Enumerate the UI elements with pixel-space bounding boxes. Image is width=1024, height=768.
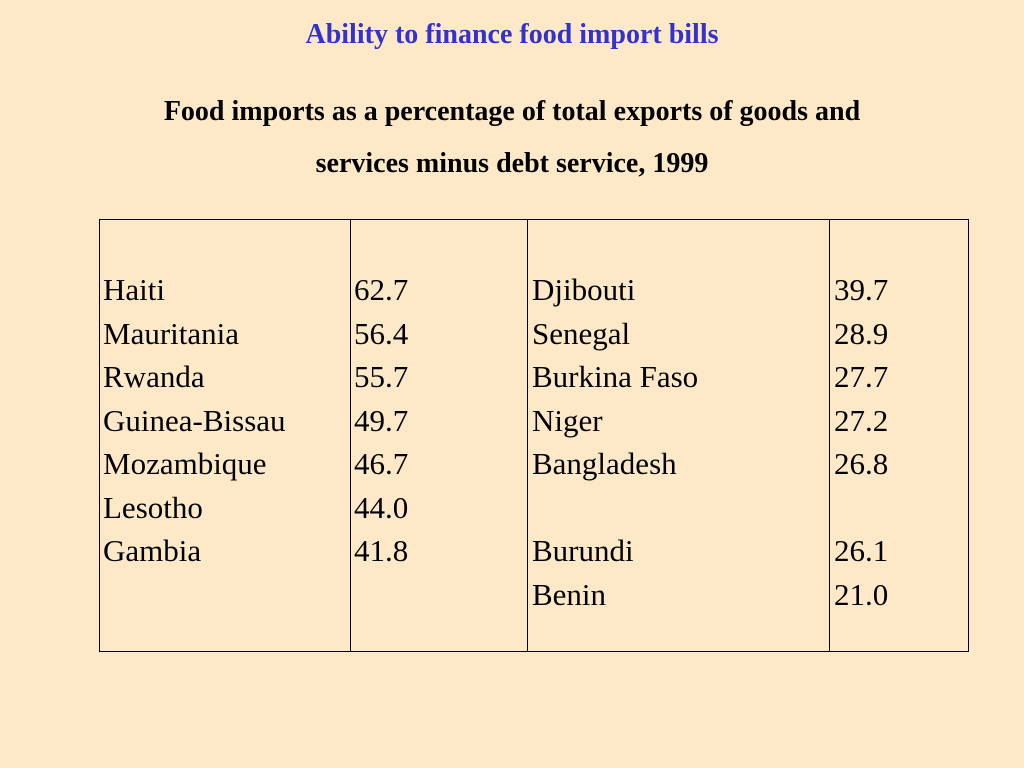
table-cell: 62.7	[354, 272, 409, 307]
table-cell	[834, 486, 888, 530]
table-cell: Mauritania	[103, 315, 240, 351]
table-cell: 49.7	[354, 402, 409, 438]
table-cell: 39.7	[834, 272, 889, 307]
data-table: Haiti Mauritania Rwanda Guinea-Bissau Mo…	[99, 219, 969, 652]
table-cell: Niger	[532, 402, 603, 438]
table-cell: Senegal	[532, 315, 631, 351]
table-cell: 55.7	[354, 359, 409, 394]
table-cell: Bangladesh	[532, 446, 677, 481]
right-value-column: 39.7 28.9 27.7 27.2 26.8 26.1 21.0	[834, 268, 888, 616]
left-country-column: Haiti Mauritania Rwanda Guinea-Bissau Mo…	[103, 268, 286, 616]
table-cell: 27.7	[834, 359, 889, 394]
subtitle-line-1: Food imports as a percentage of total ex…	[163, 96, 861, 127]
slide-title: Ability to finance food import bills	[305, 19, 719, 50]
table-cell: 44.0	[354, 489, 409, 525]
column-divider	[527, 220, 528, 651]
table-cell: Mozambique	[103, 446, 267, 481]
column-divider	[829, 220, 830, 651]
table-cell: 46.7	[354, 446, 409, 481]
table-cell: 26.8	[834, 446, 889, 481]
table-cell: Benin	[532, 576, 607, 612]
table-cell: Burundi	[532, 533, 634, 568]
table-cell	[103, 573, 286, 617]
table-cell: Lesotho	[103, 489, 203, 525]
table-cell: Guinea-Bissau	[103, 402, 286, 438]
table-cell: 21.0	[834, 576, 889, 612]
table-cell: Djibouti	[532, 272, 636, 307]
table-cell: 28.9	[834, 315, 889, 351]
table-cell: 27.2	[834, 402, 889, 438]
left-value-column: 62.7 56.4 55.7 49.7 46.7 44.0 41.8	[354, 268, 408, 616]
table-cell: Haiti	[103, 272, 165, 307]
table-cell: 41.8	[354, 533, 409, 568]
subtitle-line-2: services minus debt service, 1999	[315, 148, 709, 179]
table-cell: 26.1	[834, 533, 889, 568]
right-country-column: Djibouti Senegal Burkina Faso Niger Bang…	[532, 268, 698, 616]
column-divider	[350, 220, 351, 651]
slide-subtitle: Food imports as a percentage of total ex…	[60, 86, 964, 190]
table-cell	[354, 573, 408, 617]
table-cell: Gambia	[103, 533, 202, 568]
table-cell	[532, 486, 698, 530]
table-cell: Rwanda	[103, 359, 205, 394]
table-cell: 56.4	[354, 315, 409, 351]
table-cell: Burkina Faso	[532, 359, 699, 394]
